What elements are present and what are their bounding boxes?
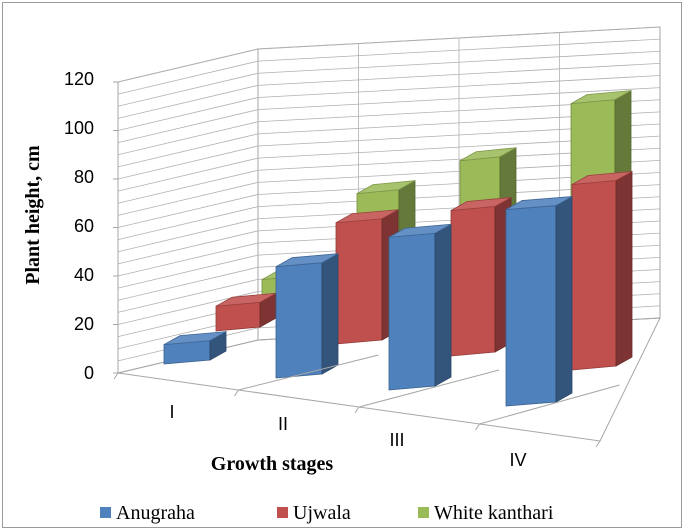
gridline [117,87,661,144]
bar-anugraha-I [163,330,227,365]
x-tick [113,372,119,380]
y-tick-label: 0 [84,363,94,383]
bar-ujwala-I [215,292,277,332]
y-tick-label: 20 [74,314,94,334]
floor-divider [479,384,620,425]
gridline [117,26,661,83]
legend: Anugraha Ujwala White kanthari [100,502,554,524]
legend-swatch [100,507,111,518]
gridline [117,111,661,168]
legend-swatch [277,507,288,518]
x-tick [354,406,360,414]
y-tick-label: 60 [74,216,94,236]
y-tick-label: 80 [74,167,94,187]
x-tick [595,440,601,448]
gridline [117,147,661,204]
gridline [117,123,661,180]
gridline [117,135,661,192]
legend-item: Ujwala [277,502,351,524]
gridline [117,99,661,156]
bar-anugraha-IV [505,195,573,407]
bar-ujwala-III [450,196,512,357]
floor-divider [358,369,500,408]
x-tick-label: II [278,414,288,434]
y-tick-label: 100 [64,118,94,138]
legend-label: Anugraha [116,502,195,524]
gridline [117,38,661,95]
x-tick-label: I [169,402,174,422]
bar-anugraha-II [275,253,339,379]
y-tick-label: 40 [74,265,94,285]
y-axis-label: Plant height, cm [22,145,44,285]
legend-item: Anugraha [100,502,195,524]
legend-item: White kanthari [418,502,554,524]
gridline [117,62,661,119]
gridline [117,75,661,131]
legend-label: White kanthari [434,502,554,524]
legend-swatch [418,507,429,518]
gridline [117,172,661,228]
y-tick-label: 120 [64,69,94,89]
floor-divider [238,354,379,391]
bar-anugraha-III [388,223,452,391]
x-tick-label: III [389,430,404,450]
x-tick [234,389,239,397]
x-tick-label: IV [509,450,526,470]
bar-ujwala-IV [571,170,633,371]
legend-label: Ujwala [293,502,351,524]
x-tick [475,423,480,431]
bars [163,89,633,407]
gridline [117,184,661,241]
gridline [117,50,661,107]
x-axis-label: Growth stages [211,453,334,475]
gridline [117,159,661,216]
